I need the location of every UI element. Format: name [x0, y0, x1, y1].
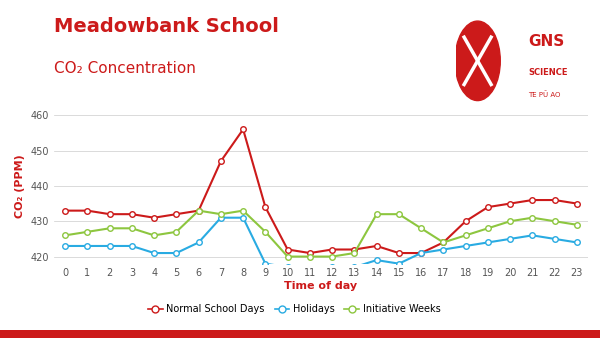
Normal School Days — [128, 212, 136, 216]
Normal School Days — [106, 212, 113, 216]
Text: Meadowbank School: Meadowbank School — [54, 17, 279, 36]
Normal School Days — [440, 240, 447, 244]
Initiative Weeks — [440, 240, 447, 244]
Initiative Weeks — [329, 255, 336, 259]
Text: SCIENCE: SCIENCE — [528, 68, 568, 77]
Initiative Weeks — [173, 230, 180, 234]
Normal School Days — [239, 127, 247, 131]
Holidays — [284, 265, 291, 269]
Normal School Days — [395, 251, 403, 255]
Circle shape — [455, 21, 500, 101]
Holidays — [440, 247, 447, 251]
Normal School Days — [551, 198, 558, 202]
Normal School Days — [573, 201, 580, 206]
Normal School Days — [173, 212, 180, 216]
Text: TE PŪ AO: TE PŪ AO — [528, 91, 560, 98]
Holidays — [418, 251, 425, 255]
Holidays — [239, 216, 247, 220]
Holidays — [529, 233, 536, 237]
Initiative Weeks — [373, 212, 380, 216]
Holidays — [106, 244, 113, 248]
Normal School Days — [529, 198, 536, 202]
Initiative Weeks — [195, 209, 202, 213]
Initiative Weeks — [306, 255, 313, 259]
Normal School Days — [84, 209, 91, 213]
Initiative Weeks — [217, 212, 224, 216]
Normal School Days — [418, 251, 425, 255]
Line: Initiative Weeks: Initiative Weeks — [62, 208, 580, 259]
Holidays — [484, 240, 491, 244]
Initiative Weeks — [418, 226, 425, 230]
Holidays — [262, 262, 269, 266]
Normal School Days — [151, 216, 158, 220]
Normal School Days — [217, 159, 224, 163]
Holidays — [173, 251, 180, 255]
Initiative Weeks — [462, 233, 469, 237]
Initiative Weeks — [262, 230, 269, 234]
Initiative Weeks — [239, 209, 247, 213]
Legend: Normal School Days, Holidays, Initiative Weeks: Normal School Days, Holidays, Initiative… — [144, 300, 445, 318]
Holidays — [351, 265, 358, 269]
Text: CO₂ Concentration: CO₂ Concentration — [54, 61, 196, 76]
Initiative Weeks — [551, 219, 558, 223]
Initiative Weeks — [506, 219, 514, 223]
Holidays — [462, 244, 469, 248]
Initiative Weeks — [484, 226, 491, 230]
Holidays — [373, 258, 380, 262]
Initiative Weeks — [84, 230, 91, 234]
Initiative Weeks — [151, 233, 158, 237]
Holidays — [306, 269, 313, 273]
Initiative Weeks — [128, 226, 136, 230]
Normal School Days — [484, 205, 491, 209]
Initiative Weeks — [573, 223, 580, 227]
Holidays — [62, 244, 69, 248]
Holidays — [217, 216, 224, 220]
X-axis label: Time of day: Time of day — [284, 281, 358, 291]
Holidays — [329, 265, 336, 269]
Normal School Days — [351, 247, 358, 251]
Initiative Weeks — [395, 212, 403, 216]
Holidays — [195, 240, 202, 244]
Normal School Days — [329, 247, 336, 251]
Initiative Weeks — [284, 255, 291, 259]
Line: Holidays: Holidays — [62, 215, 580, 273]
Holidays — [506, 237, 514, 241]
Holidays — [395, 262, 403, 266]
Normal School Days — [306, 251, 313, 255]
Normal School Days — [262, 205, 269, 209]
Holidays — [573, 240, 580, 244]
Normal School Days — [62, 209, 69, 213]
Holidays — [84, 244, 91, 248]
Holidays — [128, 244, 136, 248]
Initiative Weeks — [62, 233, 69, 237]
Holidays — [551, 237, 558, 241]
Y-axis label: CO₂ (PPM): CO₂ (PPM) — [15, 154, 25, 218]
Normal School Days — [373, 244, 380, 248]
Normal School Days — [195, 209, 202, 213]
Holidays — [151, 251, 158, 255]
Initiative Weeks — [529, 216, 536, 220]
Text: GNS: GNS — [528, 34, 564, 49]
Normal School Days — [506, 201, 514, 206]
Initiative Weeks — [106, 226, 113, 230]
Initiative Weeks — [351, 251, 358, 255]
Line: Normal School Days: Normal School Days — [62, 127, 580, 256]
Normal School Days — [284, 247, 291, 251]
Normal School Days — [462, 219, 469, 223]
